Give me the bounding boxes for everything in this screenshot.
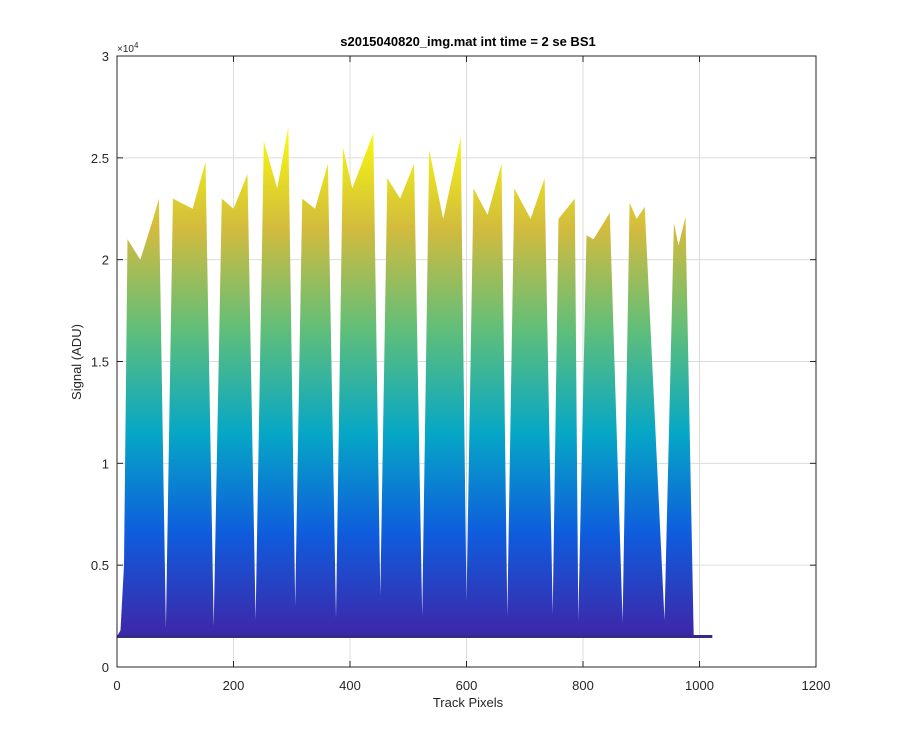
x-tick-label: 600	[456, 678, 478, 693]
y-tick-label: 1	[102, 456, 109, 471]
x-ticks: 0 200 400 600 800 1000 1200	[113, 56, 830, 693]
y-exponent-base: ×10	[117, 44, 134, 55]
x-tick-label: 800	[572, 678, 594, 693]
x-tick-label: 400	[339, 678, 361, 693]
y-exponent-power: 4	[134, 41, 139, 50]
x-axis-label: Track Pixels	[433, 695, 504, 710]
y-tick-label: 0	[102, 660, 109, 675]
y-tick-label: 2	[102, 253, 109, 268]
chart-title: s2015040820_img.mat int time = 2 se BS1	[340, 34, 595, 49]
x-tick-label: 1000	[685, 678, 714, 693]
y-ticks: 0 0.5 1 1.5 2 2.5 3	[91, 49, 816, 675]
x-tick-label: 1200	[802, 678, 831, 693]
y-exponent: ×104	[117, 41, 139, 55]
x-tick-label: 200	[223, 678, 245, 693]
signal-area	[117, 127, 713, 637]
y-axis-label: Signal (ADU)	[69, 324, 84, 400]
y-tick-label: 0.5	[91, 558, 109, 573]
y-tick-label: 3	[102, 49, 109, 64]
y-tick-label: 1.5	[91, 355, 109, 370]
y-tick-label: 2.5	[91, 151, 109, 166]
x-tick-label: 0	[113, 678, 120, 693]
